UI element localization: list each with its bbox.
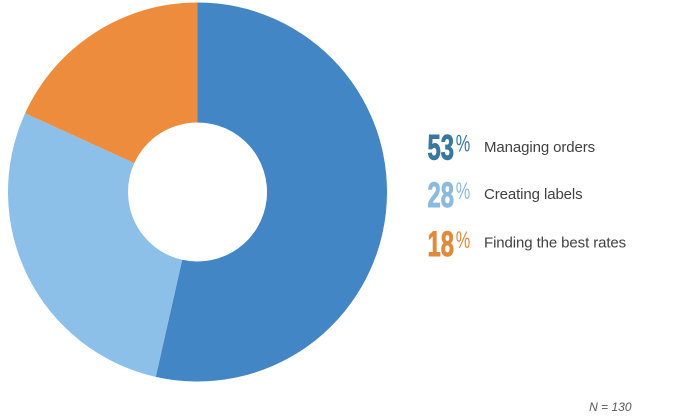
svg-text:53: 53 [428,129,454,168]
svg-text:%: % [456,178,471,205]
svg-text:Managing orders: Managing orders [484,139,595,156]
svg-text:%: % [456,227,471,254]
svg-text:Creating labels: Creating labels [484,186,583,203]
svg-text:18: 18 [428,226,454,265]
svg-text:N = 130: N = 130 [589,400,632,414]
svg-text:28: 28 [428,177,454,216]
svg-text:%: % [456,130,471,157]
svg-text:Finding the best rates: Finding the best rates [484,235,626,252]
